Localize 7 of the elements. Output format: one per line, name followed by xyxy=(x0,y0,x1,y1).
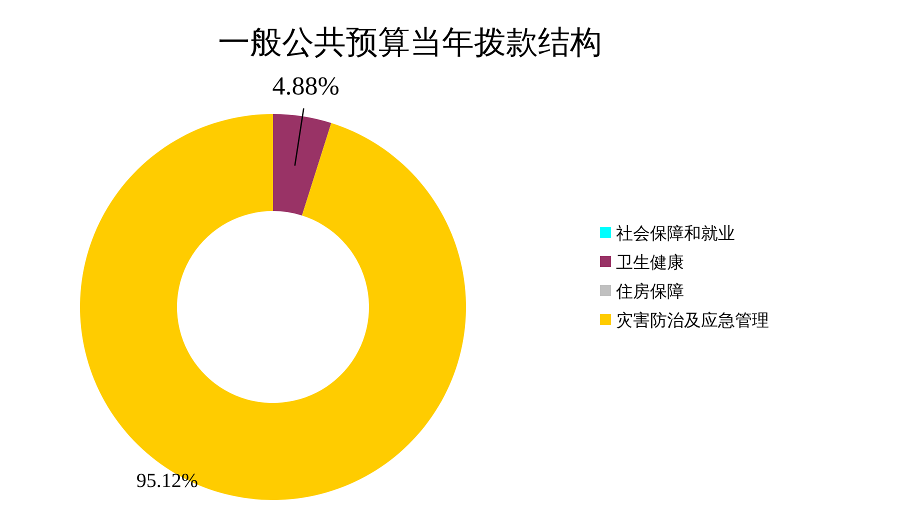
chart-title: 一般公共预算当年拨款结构 xyxy=(218,24,602,60)
data-label: 95.12% xyxy=(136,470,198,492)
data-label: 4.88% xyxy=(272,72,340,101)
legend-label: 社会保障和就业 xyxy=(616,224,735,244)
legend-label: 住房保障 xyxy=(615,282,684,302)
legend-label: 卫生健康 xyxy=(616,253,684,273)
legend-label: 灾害防治及应急管理 xyxy=(616,311,769,331)
